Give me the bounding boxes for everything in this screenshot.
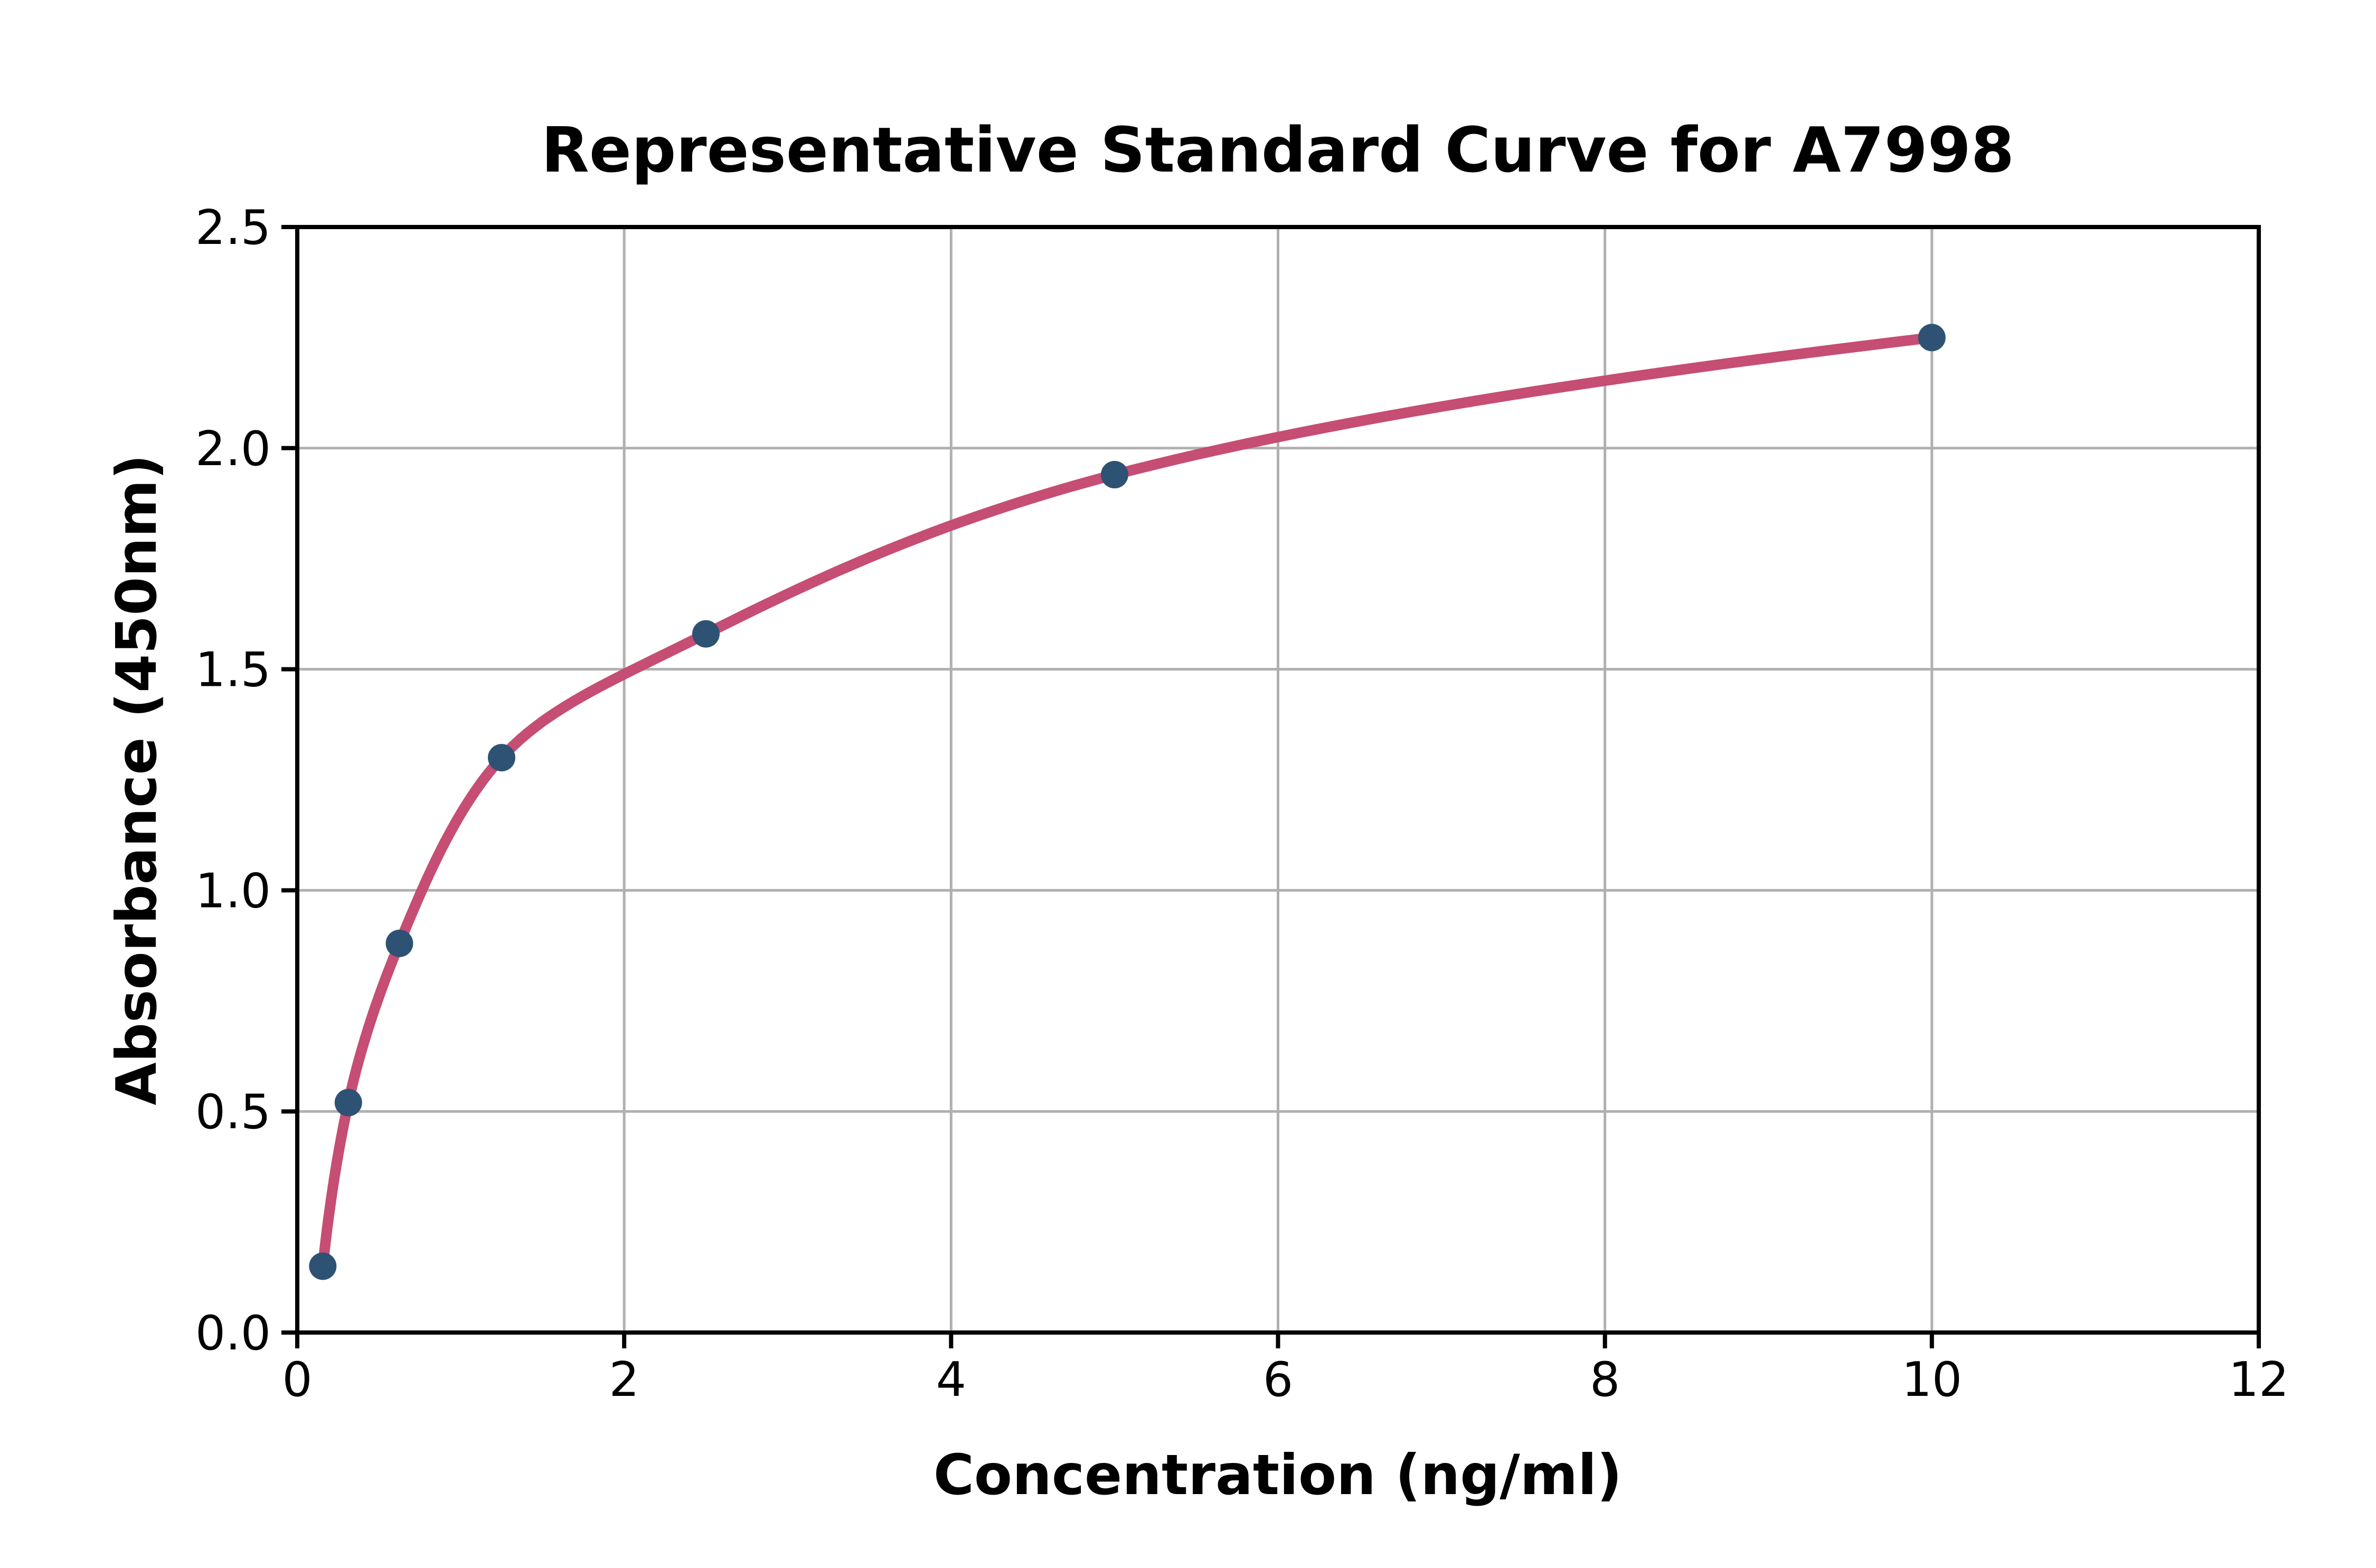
y-axis-label: Absorbance (450nm) (105, 455, 169, 1106)
y-tick-label: 1.0 (195, 863, 271, 919)
chart-title: Representative Standard Curve for A7998 (541, 114, 2014, 186)
x-axis-label: Concentration (ng/ml) (934, 1443, 1622, 1507)
data-point (692, 620, 720, 648)
x-tick-label: 0 (282, 1352, 312, 1408)
data-point (385, 929, 413, 957)
plot-box-spines (295, 225, 2261, 1335)
data-point (1918, 324, 1946, 352)
data-point (334, 1089, 362, 1117)
y-tick-label: 2.5 (195, 200, 271, 256)
data-point (1100, 461, 1128, 489)
x-tick-label: 12 (2229, 1352, 2289, 1408)
x-tick-label: 6 (1263, 1352, 1293, 1408)
gridlines-layer (296, 225, 2260, 1334)
y-tick-label: 1.5 (195, 643, 271, 698)
x-tick-label: 2 (609, 1352, 639, 1408)
x-tick-label: 10 (1902, 1352, 1963, 1408)
ticks-layer: 0 2 4 6 8 10 12 0.0 0.5 1.0 1.5 2.0 2.5 (195, 200, 2289, 1408)
data-point (487, 744, 515, 772)
series-layer (309, 324, 1946, 1280)
spines-layer (295, 225, 2261, 1335)
data-point (309, 1252, 337, 1280)
x-tick-label: 8 (1590, 1352, 1620, 1408)
y-tick-label: 2.0 (195, 421, 271, 477)
y-tick-label: 0.0 (195, 1306, 271, 1361)
y-tick-label: 0.5 (195, 1084, 271, 1140)
x-tick-label: 4 (936, 1352, 966, 1408)
